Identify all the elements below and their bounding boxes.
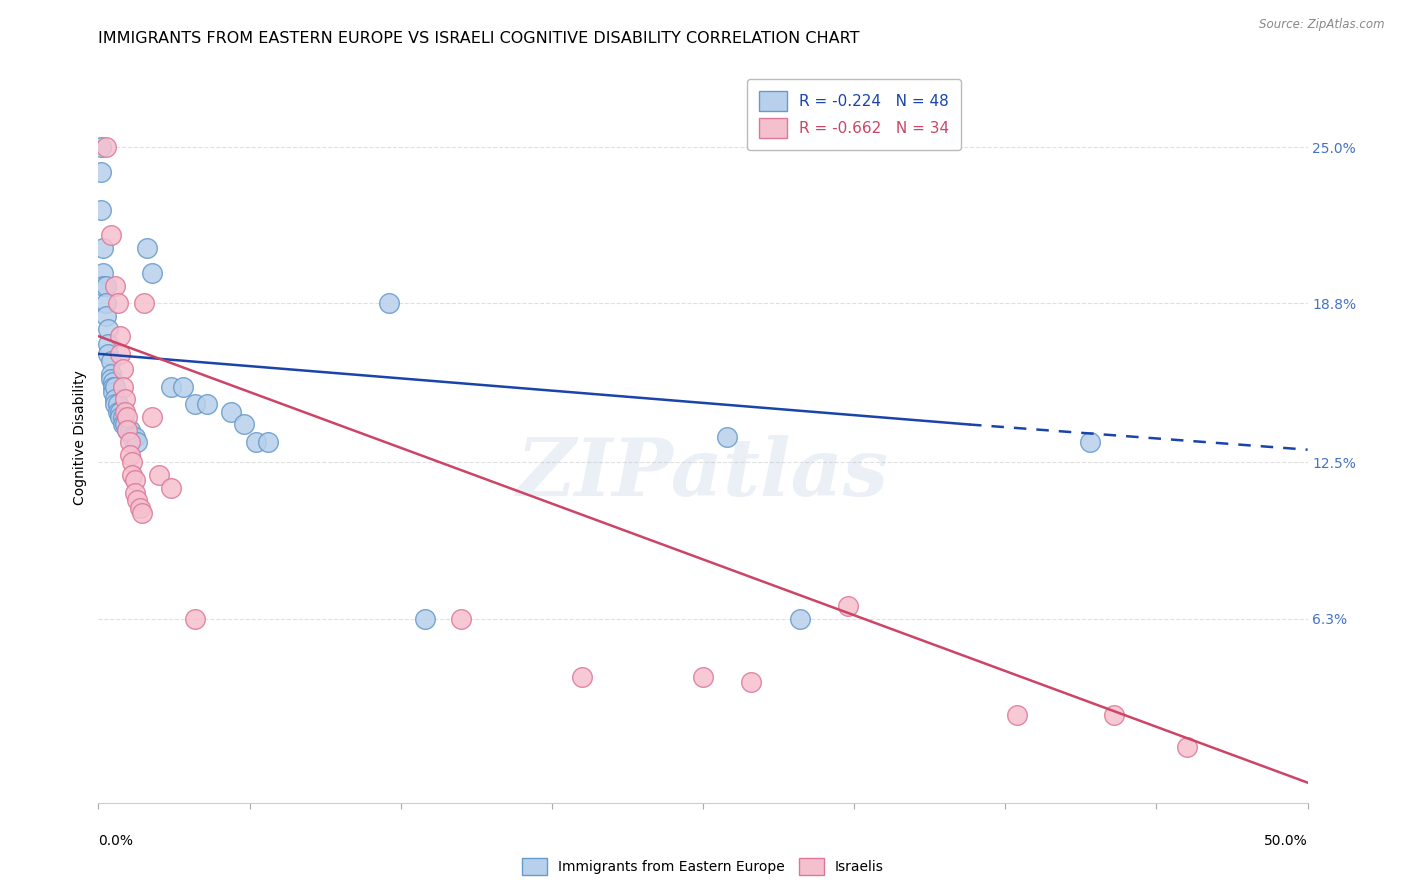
Point <box>91 278 114 293</box>
Point <box>184 612 207 626</box>
Point <box>160 379 183 393</box>
Point <box>104 392 127 407</box>
Point <box>97 321 120 335</box>
Point <box>117 423 139 437</box>
Point <box>100 354 122 368</box>
Point <box>571 670 593 684</box>
Point <box>256 435 278 450</box>
Point <box>117 409 139 424</box>
Point <box>94 140 117 154</box>
Text: 0.0%: 0.0% <box>98 834 134 848</box>
Point <box>1078 435 1101 450</box>
Point <box>101 379 124 393</box>
Point <box>413 612 436 626</box>
Y-axis label: Cognitive Disability: Cognitive Disability <box>73 369 87 505</box>
Point <box>101 375 124 389</box>
Point <box>692 670 714 684</box>
Point <box>131 506 153 520</box>
Point <box>111 409 134 424</box>
Point <box>111 379 134 393</box>
Point <box>1007 707 1029 722</box>
Point <box>104 278 127 293</box>
Point <box>94 309 117 323</box>
Point <box>450 612 472 626</box>
Point <box>124 473 146 487</box>
Point <box>100 367 122 381</box>
Point <box>118 423 141 437</box>
Point <box>121 430 143 444</box>
Text: ZIPatlas: ZIPatlas <box>517 435 889 512</box>
Point <box>97 347 120 361</box>
Point <box>128 500 150 515</box>
Point <box>108 409 131 424</box>
Point <box>1102 707 1125 722</box>
Legend: R = -0.224   N = 48, R = -0.662   N = 34: R = -0.224 N = 48, R = -0.662 N = 34 <box>747 79 962 151</box>
Point <box>118 435 141 450</box>
Point <box>127 435 149 450</box>
Point <box>114 405 136 419</box>
Point <box>160 481 183 495</box>
Text: IMMIGRANTS FROM EASTERN EUROPE VS ISRAELI COGNITIVE DISABILITY CORRELATION CHART: IMMIGRANTS FROM EASTERN EUROPE VS ISRAEL… <box>98 31 860 46</box>
Point <box>837 599 859 613</box>
Point <box>90 203 112 218</box>
Point <box>94 278 117 293</box>
Point <box>148 467 170 482</box>
Point <box>740 674 762 689</box>
Point <box>134 296 156 310</box>
Point <box>124 485 146 500</box>
Point <box>118 448 141 462</box>
Point <box>100 372 122 386</box>
Point <box>108 347 131 361</box>
Point <box>117 423 139 437</box>
Point <box>90 165 112 179</box>
Point <box>141 409 163 424</box>
Point <box>127 493 149 508</box>
Point <box>114 417 136 432</box>
Point <box>1175 740 1198 755</box>
Point <box>141 266 163 280</box>
Point <box>104 397 127 411</box>
Point <box>716 430 738 444</box>
Point <box>107 296 129 310</box>
Point <box>90 140 112 154</box>
Point <box>135 241 157 255</box>
Legend: Immigrants from Eastern Europe, Israelis: Immigrants from Eastern Europe, Israelis <box>516 853 890 880</box>
Point <box>789 612 811 626</box>
Point <box>221 405 243 419</box>
Point <box>121 455 143 469</box>
Point <box>195 397 218 411</box>
Point <box>172 379 194 393</box>
Point <box>245 435 267 450</box>
Point <box>91 266 114 280</box>
Text: 50.0%: 50.0% <box>1264 834 1308 848</box>
Text: Source: ZipAtlas.com: Source: ZipAtlas.com <box>1260 18 1385 31</box>
Point <box>101 384 124 399</box>
Point <box>107 397 129 411</box>
Point <box>97 336 120 351</box>
Point <box>91 241 114 255</box>
Point <box>232 417 254 432</box>
Point <box>114 392 136 407</box>
Point <box>124 430 146 444</box>
Point <box>108 329 131 343</box>
Point <box>111 362 134 376</box>
Point <box>111 417 134 432</box>
Point <box>107 405 129 419</box>
Point <box>121 467 143 482</box>
Point <box>108 405 131 419</box>
Point <box>184 397 207 411</box>
Point <box>100 228 122 243</box>
Point <box>94 296 117 310</box>
Point <box>377 296 399 310</box>
Point <box>104 379 127 393</box>
